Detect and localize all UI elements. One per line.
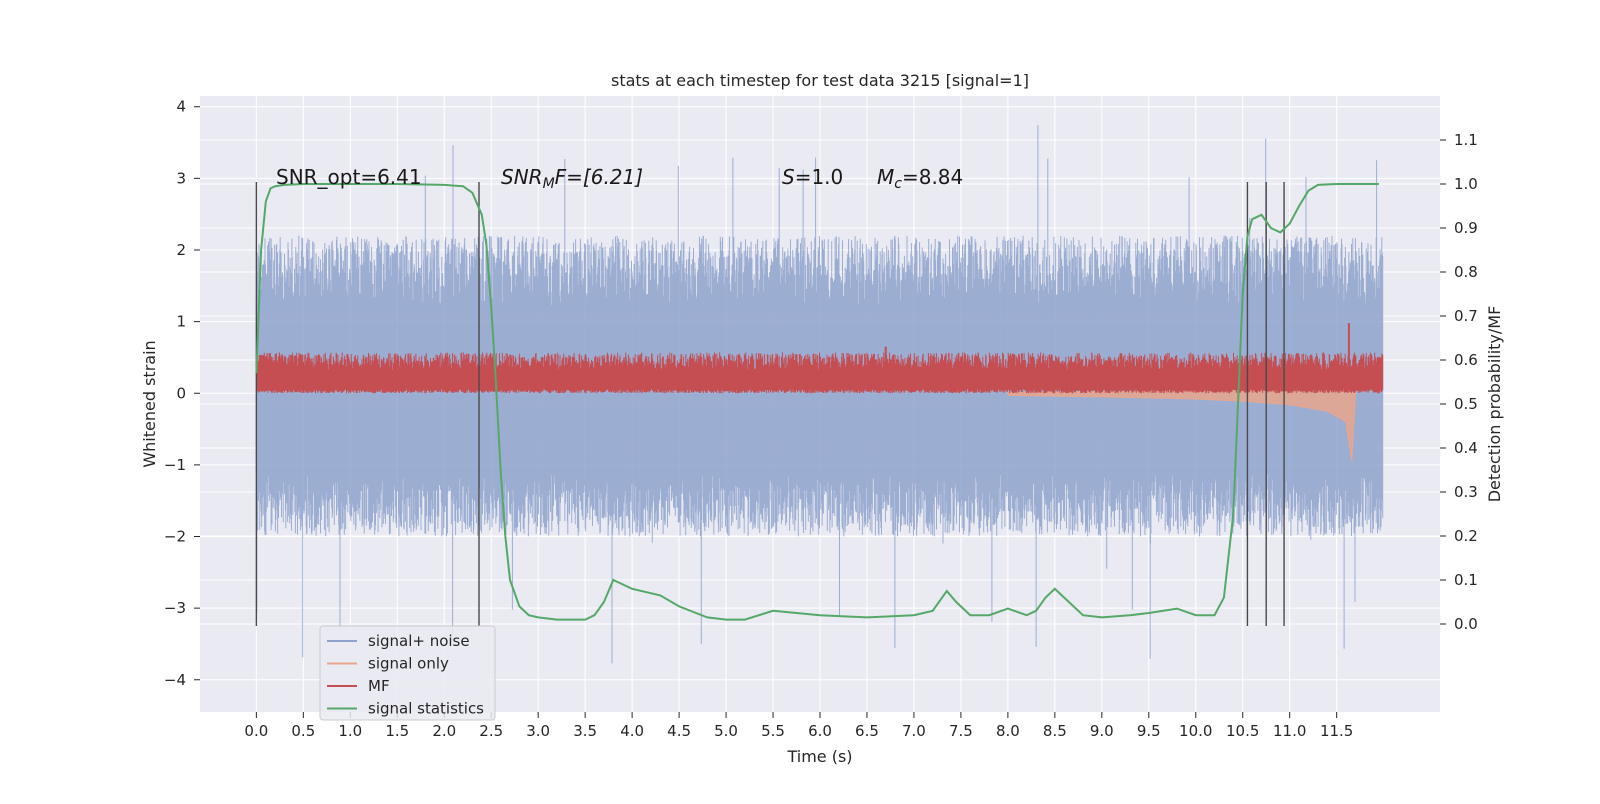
y-tick-label-left: −4 xyxy=(164,671,186,689)
annotation-snr-mf: SNRMF=[6.21] xyxy=(501,165,643,192)
x-tick-label: 3.0 xyxy=(526,722,550,740)
y-axis-label-left: Whitened strain xyxy=(140,340,159,467)
x-tick-label: 11.0 xyxy=(1273,722,1306,740)
x-tick-label: 4.5 xyxy=(667,722,691,740)
annotation-mc: Mc=8.84 xyxy=(877,165,963,192)
x-tick-label: 1.5 xyxy=(385,722,409,740)
vertical-markers xyxy=(255,181,1285,627)
y-tick-label-right: 0.6 xyxy=(1454,351,1478,369)
x-tick-label: 3.5 xyxy=(573,722,597,740)
y-tick-label-left: −1 xyxy=(164,456,186,474)
y-tick-label-right: 0.4 xyxy=(1454,439,1478,457)
x-tick-label: 0.0 xyxy=(244,722,268,740)
y-tick-label-right: 0.0 xyxy=(1454,615,1478,633)
legend-label: signal only xyxy=(368,655,449,673)
y-tick-label-right: 0.3 xyxy=(1454,483,1478,501)
x-tick-label: 8.0 xyxy=(996,722,1020,740)
legend-frame xyxy=(319,625,496,721)
legend-label: signal statistics xyxy=(368,700,484,718)
chart-title: stats at each timestep for test data 321… xyxy=(611,71,1029,90)
x-tick-label: 5.0 xyxy=(714,722,738,740)
series-signal-statistics xyxy=(255,183,1379,621)
y-tick-label-right: 0.9 xyxy=(1454,219,1478,237)
y-tick-label-left: 4 xyxy=(176,98,186,116)
y-tick-label-right: 0.5 xyxy=(1454,395,1478,413)
y-tick-label-right: 1.0 xyxy=(1454,175,1478,193)
x-tick-label: 6.0 xyxy=(808,722,832,740)
x-tick-label: 7.0 xyxy=(902,722,926,740)
y-tick-label-left: 0 xyxy=(176,384,186,402)
x-tick-label: 7.5 xyxy=(949,722,973,740)
y-tick-label-left: −2 xyxy=(164,528,186,546)
legend-label: signal+ noise xyxy=(368,632,470,650)
y-tick-label-left: −3 xyxy=(164,599,186,617)
legend: signal+ noise signal only MF signal statist… xyxy=(319,625,496,721)
x-tick-label: 5.5 xyxy=(761,722,785,740)
y-tick-label-right: 0.2 xyxy=(1454,527,1478,545)
x-tick-label: 9.0 xyxy=(1090,722,1114,740)
x-tick-label: 10.0 xyxy=(1179,722,1212,740)
x-tick-label: 2.5 xyxy=(479,722,503,740)
x-tick-label: 4.0 xyxy=(620,722,644,740)
y-axis-label-right: Detection probability/MF xyxy=(1485,306,1504,503)
legend-label: MF xyxy=(368,677,390,695)
y-tick-label-right: 0.1 xyxy=(1454,571,1478,589)
x-tick-label: 9.5 xyxy=(1137,722,1161,740)
annotation-snr-opt: SNR_opt=6.41 xyxy=(276,165,422,189)
x-ticks: 0.0 0.5 1.0 1.5 2.0 2.5 3.0 3.5 4.0 4.5 5.0 5.5 6.0 6… xyxy=(244,712,1353,740)
x-tick-label: 10.5 xyxy=(1226,722,1259,740)
x-tick-label: 6.5 xyxy=(855,722,879,740)
x-axis-label: Time (s) xyxy=(786,747,852,766)
x-tick-label: 8.5 xyxy=(1043,722,1067,740)
y-tick-label-left: 3 xyxy=(176,169,186,187)
x-tick-label: 2.0 xyxy=(432,722,456,740)
x-tick-label: 1.0 xyxy=(338,722,362,740)
y-tick-label-right: 0.7 xyxy=(1454,307,1478,325)
y-tick-label-left: 1 xyxy=(176,313,186,331)
x-tick-label: 11.5 xyxy=(1320,722,1353,740)
y-ticks-left: 4 3 2 1 0 −1 −2 −3 −4 xyxy=(164,98,200,689)
x-tick-label: 0.5 xyxy=(291,722,315,740)
y-tick-label-right: 1.1 xyxy=(1454,131,1478,149)
y-ticks-right: 1.1 1.0 0.9 0.8 0.7 0.6 0.5 0.4 0.3 0.2 0.1 0.0 xyxy=(1440,131,1478,633)
annotation-s: S=1.0 xyxy=(782,165,843,189)
y-tick-label-left: 2 xyxy=(176,241,186,259)
y-tick-label-right: 0.8 xyxy=(1454,263,1478,281)
